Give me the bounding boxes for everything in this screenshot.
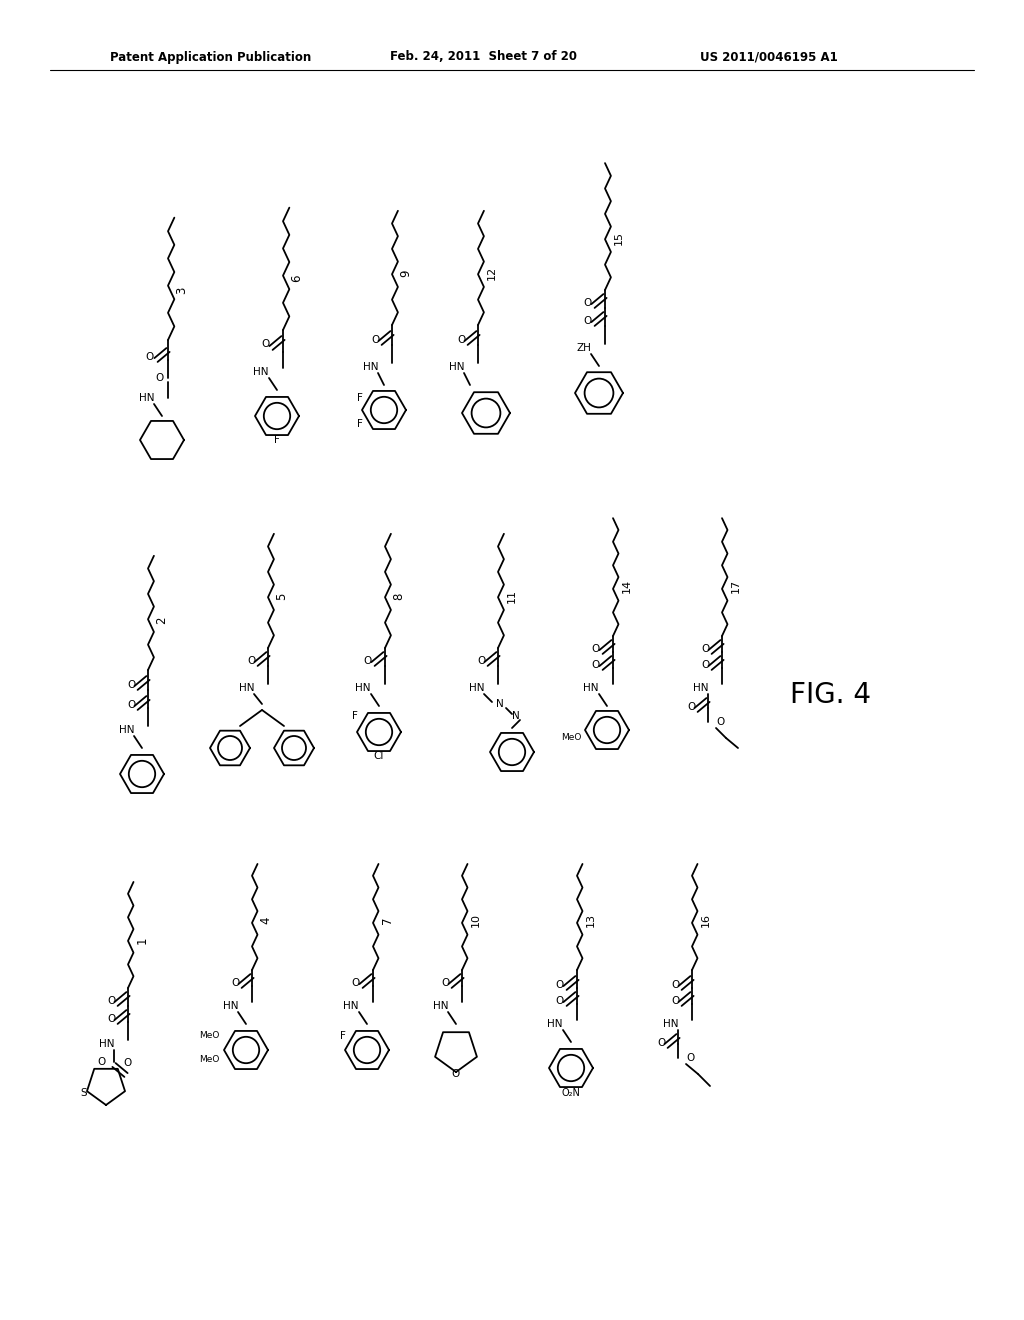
Text: O: O (457, 335, 465, 345)
Text: HN: HN (692, 682, 708, 693)
Text: O: O (716, 717, 724, 727)
Text: HN: HN (362, 362, 378, 372)
Text: HN: HN (432, 1001, 449, 1011)
Text: 7: 7 (381, 916, 393, 924)
Text: 3: 3 (175, 286, 188, 293)
Text: Cl: Cl (374, 751, 384, 762)
Text: F: F (340, 1031, 346, 1041)
Text: N: N (512, 711, 520, 721)
Text: O: O (352, 978, 360, 987)
Text: HN: HN (584, 682, 599, 693)
Text: Patent Application Publication: Patent Application Publication (110, 50, 311, 63)
Text: O: O (592, 660, 600, 671)
Text: O: O (364, 656, 372, 667)
Text: O: O (371, 335, 379, 345)
Text: F: F (352, 711, 358, 721)
Text: O: O (584, 315, 592, 326)
Text: 12: 12 (487, 265, 497, 280)
Text: HN: HN (663, 1019, 678, 1030)
Text: HN: HN (222, 1001, 238, 1011)
Text: O: O (452, 1069, 460, 1078)
Text: O: O (671, 979, 679, 990)
Text: O: O (230, 978, 240, 987)
Text: 10: 10 (471, 913, 481, 927)
Text: HN: HN (469, 682, 484, 693)
Text: 16: 16 (701, 913, 711, 927)
Text: O: O (556, 979, 564, 990)
Text: F: F (357, 418, 362, 429)
Text: Feb. 24, 2011  Sheet 7 of 20: Feb. 24, 2011 Sheet 7 of 20 (390, 50, 577, 63)
Text: O: O (700, 644, 710, 653)
Text: O: O (671, 997, 679, 1006)
Text: 11: 11 (507, 589, 517, 603)
Text: HN: HN (355, 682, 371, 693)
Text: O: O (156, 374, 164, 383)
Text: O: O (441, 978, 450, 987)
Text: MeO: MeO (560, 734, 581, 742)
Text: O: O (657, 1038, 667, 1048)
Text: HN: HN (119, 725, 134, 735)
Text: HN: HN (254, 367, 269, 378)
Text: F: F (357, 393, 362, 403)
Text: O: O (477, 656, 485, 667)
Text: O₂N: O₂N (561, 1088, 581, 1098)
Text: O: O (124, 1059, 132, 1068)
Text: 5: 5 (275, 593, 289, 599)
Text: 6: 6 (291, 275, 303, 281)
Text: O: O (106, 997, 115, 1006)
Text: FIG. 4: FIG. 4 (790, 681, 870, 709)
Text: O: O (686, 1053, 694, 1063)
Text: HN: HN (239, 682, 254, 693)
Text: 2: 2 (156, 616, 169, 624)
Text: MeO: MeO (200, 1031, 220, 1040)
Text: S: S (81, 1088, 87, 1098)
Text: O: O (592, 644, 600, 653)
Text: 1: 1 (135, 936, 148, 944)
Text: US 2011/0046195 A1: US 2011/0046195 A1 (700, 50, 838, 63)
Text: O: O (247, 656, 255, 667)
Text: 14: 14 (622, 579, 632, 593)
Text: O: O (145, 352, 155, 362)
Text: HN: HN (548, 1019, 563, 1030)
Text: F: F (274, 436, 280, 445)
Text: 8: 8 (392, 593, 406, 599)
Text: O: O (262, 339, 270, 348)
Text: HN: HN (98, 1039, 114, 1049)
Text: 17: 17 (731, 579, 741, 593)
Text: O: O (127, 680, 135, 690)
Text: O: O (584, 298, 592, 308)
Text: O: O (127, 700, 135, 710)
Text: O: O (700, 660, 710, 671)
Text: 4: 4 (259, 916, 272, 924)
Text: O: O (688, 702, 696, 711)
Text: 15: 15 (614, 231, 624, 246)
Text: ZH: ZH (577, 343, 591, 352)
Text: O: O (556, 997, 564, 1006)
Text: MeO: MeO (200, 1056, 220, 1064)
Text: HN: HN (138, 393, 154, 403)
Text: 9: 9 (399, 269, 413, 277)
Text: O: O (98, 1057, 106, 1067)
Text: O: O (106, 1014, 115, 1024)
Text: HN: HN (343, 1001, 359, 1011)
Text: N: N (496, 700, 504, 709)
Text: 13: 13 (586, 913, 596, 927)
Text: HN: HN (449, 362, 464, 372)
